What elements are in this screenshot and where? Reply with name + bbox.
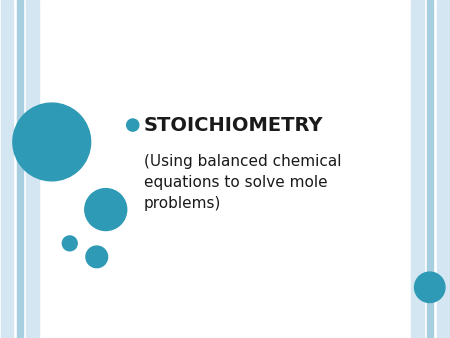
Ellipse shape bbox=[86, 246, 108, 268]
Text: (Using balanced chemical
equations to solve mole
problems): (Using balanced chemical equations to so… bbox=[144, 154, 342, 211]
Ellipse shape bbox=[62, 236, 77, 251]
Bar bbox=[411, 0, 424, 338]
Bar bbox=[427, 0, 433, 338]
Ellipse shape bbox=[414, 272, 445, 303]
Bar bbox=[1, 0, 13, 338]
Ellipse shape bbox=[85, 189, 127, 231]
Bar bbox=[436, 0, 449, 338]
Ellipse shape bbox=[13, 103, 90, 181]
Bar bbox=[17, 0, 23, 338]
Text: STOICHIOMETRY: STOICHIOMETRY bbox=[144, 116, 324, 135]
Ellipse shape bbox=[126, 119, 139, 131]
Bar bbox=[26, 0, 39, 338]
